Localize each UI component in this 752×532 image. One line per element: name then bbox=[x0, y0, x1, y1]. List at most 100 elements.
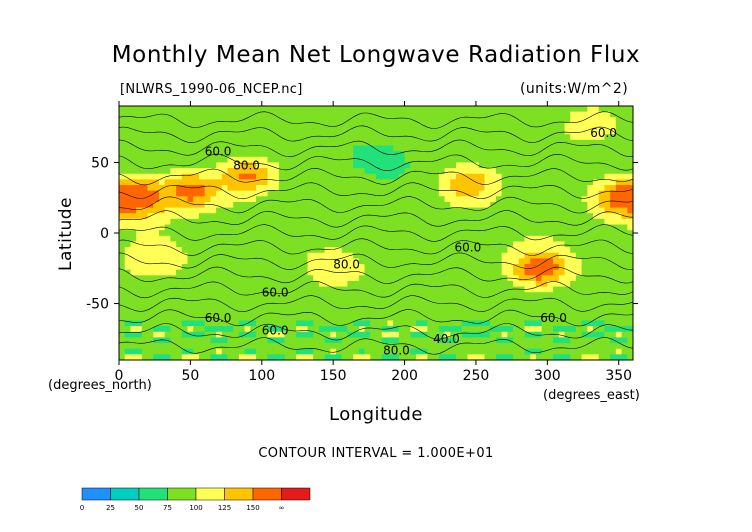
heat-cell bbox=[547, 343, 554, 350]
heat-cell bbox=[393, 269, 400, 276]
heat-cell bbox=[261, 122, 269, 130]
heat-cell bbox=[473, 348, 480, 355]
heat-cell bbox=[193, 337, 200, 344]
heat-cell bbox=[587, 235, 594, 243]
heat-cell bbox=[124, 201, 132, 209]
heat-cell bbox=[478, 343, 486, 350]
heat-cell bbox=[318, 201, 326, 209]
heat-cell bbox=[164, 264, 171, 271]
heat-cell bbox=[404, 162, 411, 169]
heat-cell bbox=[564, 162, 571, 169]
heat-cell bbox=[216, 122, 223, 130]
heat-cell bbox=[615, 337, 623, 344]
heat-cell bbox=[404, 213, 411, 220]
heat-cell bbox=[433, 213, 440, 220]
heat-cell bbox=[284, 190, 291, 197]
heat-cell bbox=[238, 196, 246, 203]
heat-cell bbox=[587, 303, 594, 310]
heat-cell bbox=[627, 297, 633, 305]
heat-cell bbox=[193, 297, 200, 305]
heat-cell bbox=[433, 190, 440, 197]
x-tick-label: 300 bbox=[534, 368, 561, 384]
heat-cell bbox=[216, 201, 223, 209]
heat-cell bbox=[307, 326, 314, 333]
heat-cell bbox=[324, 280, 331, 288]
heat-cell bbox=[581, 117, 588, 124]
heat-cell bbox=[147, 247, 154, 254]
heat-cell bbox=[627, 218, 633, 226]
heat-cell bbox=[581, 264, 588, 271]
heat-cell bbox=[307, 303, 314, 310]
heat-cell bbox=[615, 343, 623, 350]
heat-cell bbox=[164, 252, 171, 259]
heat-cell bbox=[233, 201, 240, 209]
heat-cell bbox=[193, 258, 200, 265]
heat-cell bbox=[450, 354, 457, 360]
heat-cell bbox=[353, 331, 360, 339]
heat-cell bbox=[530, 343, 537, 350]
heat-cell bbox=[524, 258, 531, 265]
heat-cell bbox=[198, 314, 206, 322]
heat-cell bbox=[421, 303, 428, 310]
heat-cell bbox=[376, 117, 383, 124]
heat-cell bbox=[495, 280, 503, 288]
heat-cell bbox=[130, 168, 137, 175]
heat-cell bbox=[227, 196, 234, 203]
heat-cell bbox=[564, 292, 571, 299]
heat-cell bbox=[513, 320, 520, 327]
heat-cell bbox=[204, 230, 211, 237]
heat-cell bbox=[627, 185, 633, 192]
heat-cell bbox=[353, 156, 360, 164]
heat-cell bbox=[136, 207, 143, 214]
heat-cell bbox=[124, 196, 132, 203]
heat-cell bbox=[238, 309, 246, 316]
heat-cell bbox=[244, 128, 251, 135]
heat-cell bbox=[393, 156, 400, 164]
heat-cell bbox=[398, 201, 406, 209]
heat-cell bbox=[370, 156, 377, 164]
heat-cell bbox=[136, 337, 143, 344]
heat-cell bbox=[170, 218, 177, 226]
heat-cell bbox=[153, 348, 160, 355]
heat-cell bbox=[233, 134, 240, 141]
heat-cell bbox=[358, 309, 366, 316]
heat-cell bbox=[124, 348, 132, 355]
heat-cell bbox=[153, 309, 160, 316]
heat-cell bbox=[393, 354, 400, 360]
heat-cell bbox=[478, 292, 486, 299]
heat-cell bbox=[461, 162, 468, 169]
heat-cell bbox=[233, 213, 240, 220]
heat-cell bbox=[284, 247, 291, 254]
heat-cell bbox=[193, 224, 200, 231]
colorbar-swatch bbox=[224, 487, 254, 501]
heat-cell bbox=[524, 309, 531, 316]
heat-cell bbox=[404, 111, 411, 118]
heat-cell bbox=[518, 185, 526, 192]
heat-cell bbox=[147, 190, 154, 197]
heat-cell bbox=[296, 331, 303, 339]
heat-cell bbox=[124, 286, 132, 293]
heat-cell bbox=[330, 207, 337, 214]
heat-cell bbox=[410, 241, 417, 248]
heat-cell bbox=[158, 258, 166, 265]
heat-cell bbox=[490, 111, 497, 118]
heat-cell bbox=[210, 122, 217, 130]
heat-cell bbox=[256, 106, 263, 113]
heat-cell bbox=[581, 145, 588, 152]
heat-cell bbox=[376, 337, 383, 344]
heat-cell bbox=[513, 207, 520, 214]
heat-cell bbox=[244, 106, 251, 113]
heat-cell bbox=[250, 196, 257, 203]
heat-cell bbox=[490, 117, 497, 124]
heat-cell bbox=[575, 151, 583, 158]
heat-cell bbox=[198, 213, 206, 220]
heat-cell bbox=[210, 343, 217, 350]
heat-cell bbox=[136, 151, 143, 158]
heat-cell bbox=[244, 218, 251, 226]
heat-cell bbox=[267, 235, 274, 243]
heat-cell bbox=[370, 207, 377, 214]
heat-cell bbox=[227, 292, 234, 299]
heat-cell bbox=[181, 117, 189, 124]
heat-cell bbox=[415, 218, 423, 226]
heat-cell bbox=[370, 173, 377, 180]
